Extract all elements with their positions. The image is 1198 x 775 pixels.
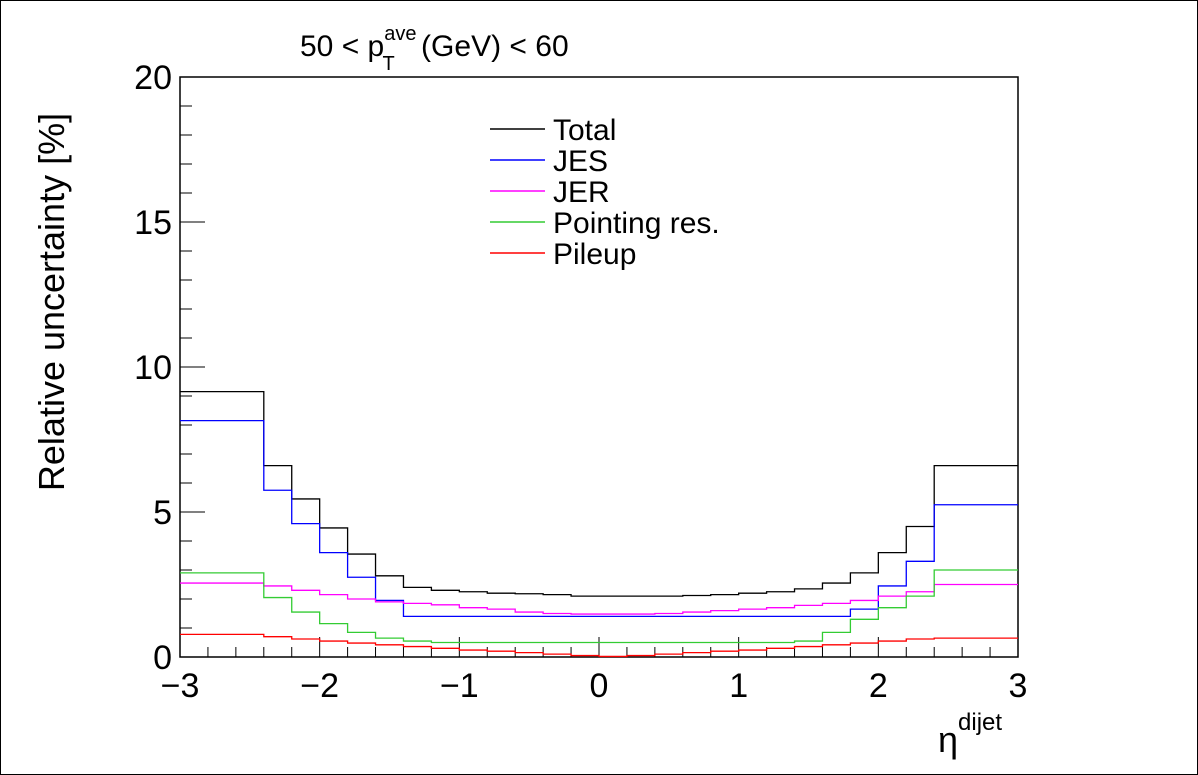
- title-pre: 50 < p: [300, 30, 384, 63]
- x-tick-label: 3: [1009, 667, 1028, 705]
- y-tick-label: 20: [134, 59, 172, 97]
- y-axis-label: Relative uncertainty [%]: [31, 113, 72, 491]
- series-total-line: [180, 391, 1018, 597]
- legend-label-pileup: Pileup: [553, 238, 636, 271]
- legend-label-jes: JES: [553, 145, 608, 178]
- y-tick-label: 0: [153, 639, 172, 677]
- x-tick-label: 0: [590, 667, 609, 705]
- x-axis-label-sup: dijet: [958, 709, 1002, 736]
- series-jer-line: [180, 582, 1018, 615]
- x-axis-label: ηdijet: [938, 709, 1002, 760]
- plot-area: −3 −2 −1 0 1 2 3 0 5 10 15 20: [134, 59, 1027, 705]
- title-sub: T: [383, 53, 395, 75]
- legend-label-total: Total: [553, 114, 616, 147]
- y-tick-label: 15: [134, 204, 172, 242]
- series-pointing-res-line: [180, 569, 1018, 644]
- x-axis-label-base: η: [938, 719, 958, 760]
- x-tick-label: 2: [869, 667, 888, 705]
- title-post: (GeV) < 60: [413, 30, 569, 63]
- series-jes-line: [180, 420, 1018, 618]
- legend-label-jer: JER: [553, 176, 610, 209]
- x-tick-label: −2: [300, 667, 339, 705]
- legend-label-pointing-res: Pointing res.: [553, 207, 720, 240]
- y-tick-label: 5: [153, 494, 172, 532]
- x-tick-label: 1: [729, 667, 748, 705]
- x-tick-label: −3: [161, 667, 200, 705]
- title-sup: ave: [384, 23, 416, 45]
- chart-title: 50 < pave T (GeV) < 60: [300, 23, 569, 75]
- y-tick-label: 10: [134, 349, 172, 387]
- x-tick-label: −1: [440, 667, 479, 705]
- series-pileup-line: [180, 633, 1018, 658]
